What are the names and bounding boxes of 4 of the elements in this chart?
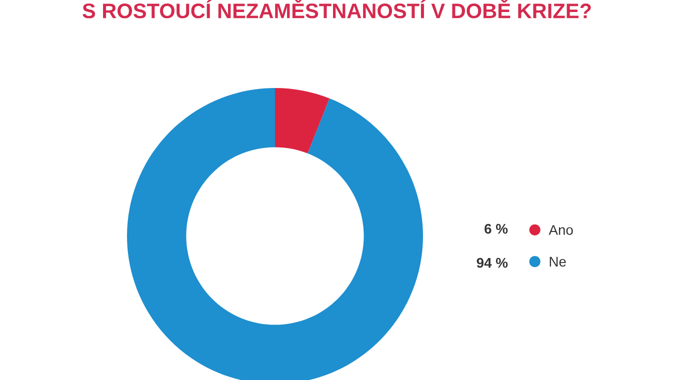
data-label: 6 % bbox=[484, 224, 508, 234]
data-label: 94 % bbox=[476, 258, 508, 268]
legend-label: Ano bbox=[548, 225, 573, 235]
legend-label: Ne bbox=[550, 256, 566, 267]
